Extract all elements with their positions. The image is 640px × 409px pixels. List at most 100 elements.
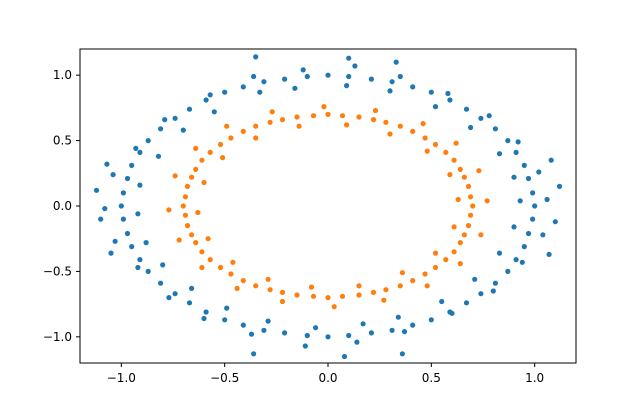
data-point bbox=[201, 315, 207, 322]
data-point bbox=[515, 139, 521, 145]
data-point bbox=[135, 211, 141, 217]
data-point bbox=[410, 322, 416, 328]
data-point bbox=[98, 216, 104, 222]
data-point bbox=[172, 291, 178, 297]
data-point bbox=[166, 207, 172, 213]
data-point bbox=[304, 332, 310, 339]
data-point bbox=[184, 183, 191, 189]
data-point bbox=[360, 321, 366, 327]
data-point bbox=[230, 259, 236, 265]
data-point bbox=[193, 145, 199, 151]
data-point bbox=[172, 173, 178, 179]
data-point bbox=[182, 212, 188, 218]
y-tick-label: −1.0 bbox=[43, 330, 72, 344]
data-point bbox=[468, 194, 474, 200]
data-point bbox=[428, 317, 434, 323]
data-point bbox=[211, 109, 217, 115]
data-point bbox=[253, 283, 259, 289]
data-point bbox=[468, 212, 474, 218]
data-point bbox=[257, 89, 263, 95]
data-point bbox=[182, 194, 188, 200]
data-point bbox=[282, 330, 288, 336]
data-point bbox=[356, 292, 362, 298]
data-point bbox=[447, 172, 453, 178]
data-point bbox=[424, 148, 430, 154]
y-tick-label: −0.5 bbox=[43, 264, 72, 278]
data-point bbox=[162, 117, 168, 123]
data-point bbox=[490, 288, 496, 294]
data-point bbox=[453, 140, 459, 146]
data-point bbox=[552, 219, 558, 225]
data-point bbox=[310, 293, 317, 299]
data-point bbox=[313, 325, 319, 331]
x-tick-label: 0.0 bbox=[318, 371, 337, 385]
data-point bbox=[346, 73, 352, 80]
data-point bbox=[180, 203, 186, 209]
data-point bbox=[352, 63, 358, 69]
data-point bbox=[261, 79, 267, 85]
data-point bbox=[325, 295, 331, 301]
data-point bbox=[207, 149, 213, 155]
data-point bbox=[401, 329, 408, 335]
data-point bbox=[465, 183, 472, 189]
data-point bbox=[370, 117, 377, 123]
data-point bbox=[104, 161, 110, 167]
data-point bbox=[137, 257, 143, 263]
data-point bbox=[346, 55, 352, 61]
data-point bbox=[496, 151, 503, 157]
data-point bbox=[439, 298, 445, 305]
data-point bbox=[383, 119, 389, 125]
data-point bbox=[294, 292, 300, 298]
x-axis: −1.0 −0.5 0.0 0.5 1.0 bbox=[107, 363, 544, 385]
data-point bbox=[279, 117, 286, 123]
data-point bbox=[133, 145, 139, 151]
data-point bbox=[521, 162, 527, 168]
data-point bbox=[220, 155, 226, 161]
data-point bbox=[135, 264, 141, 271]
data-point bbox=[292, 85, 298, 91]
data-point bbox=[544, 196, 550, 203]
data-point bbox=[228, 271, 234, 277]
data-point bbox=[265, 276, 271, 282]
data-point bbox=[143, 240, 149, 246]
data-point bbox=[428, 89, 434, 95]
data-point bbox=[145, 268, 151, 274]
data-point bbox=[137, 182, 143, 188]
data-point bbox=[381, 297, 387, 303]
data-point bbox=[447, 97, 453, 103]
data-point bbox=[217, 264, 224, 271]
data-point bbox=[93, 187, 100, 193]
data-point bbox=[217, 141, 224, 148]
data-point bbox=[321, 104, 327, 110]
data-point bbox=[248, 331, 255, 337]
data-point bbox=[222, 89, 228, 95]
data-point bbox=[451, 249, 457, 255]
x-tick-label: −0.5 bbox=[210, 371, 239, 385]
data-point bbox=[492, 280, 498, 286]
data-point bbox=[449, 310, 455, 316]
data-point bbox=[457, 261, 463, 267]
data-point bbox=[505, 138, 511, 144]
data-point bbox=[422, 271, 428, 277]
data-point bbox=[224, 123, 230, 129]
data-point bbox=[519, 259, 525, 265]
data-point bbox=[496, 250, 503, 256]
data-point bbox=[158, 126, 164, 132]
data-point bbox=[108, 250, 114, 256]
data-point bbox=[484, 198, 490, 204]
data-point bbox=[368, 330, 374, 336]
data-point bbox=[199, 157, 205, 163]
data-point bbox=[517, 198, 523, 204]
data-point bbox=[511, 174, 517, 180]
data-point bbox=[158, 280, 164, 286]
data-point bbox=[155, 153, 162, 159]
data-point bbox=[536, 169, 542, 175]
data-point bbox=[228, 135, 234, 141]
data-point bbox=[166, 295, 172, 301]
y-axis: 1.0 0.5 0.0 −0.5 −1.0 bbox=[43, 68, 80, 344]
data-point bbox=[432, 250, 439, 256]
data-point bbox=[137, 149, 143, 155]
data-point bbox=[443, 257, 449, 263]
x-tick-label: 1.0 bbox=[525, 371, 544, 385]
axes-frame bbox=[79, 48, 577, 364]
